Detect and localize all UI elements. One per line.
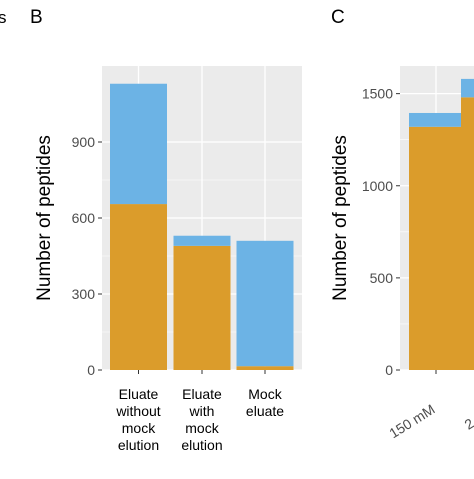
panel-label: B: [30, 7, 43, 28]
cropped-panel-fragment: s: [0, 8, 7, 27]
bar-bottom-segment: [173, 245, 231, 370]
x-tick-label: Mock eluate: [246, 386, 284, 419]
x-tick-label-line: without: [115, 403, 160, 419]
y-tick-label: 600: [72, 210, 96, 226]
bar-top-segment: [409, 112, 463, 127]
x-tick-label-line: mock: [185, 420, 219, 436]
x-tick-label-line: mock: [122, 420, 156, 436]
bar-top-segment: [236, 240, 294, 367]
panel-label: C: [331, 7, 345, 28]
x-tick-label-line: elution: [118, 437, 159, 453]
y-tick-label: 0: [385, 362, 393, 378]
bar-bottom-segment: [461, 97, 474, 370]
x-tick-label: 2: [461, 415, 474, 433]
y-axis-title: Number of peptides: [330, 135, 351, 301]
bar-bottom-segment: [409, 126, 463, 370]
bar-top-segment: [461, 78, 474, 98]
bar-top-segment: [110, 83, 167, 205]
x-tick-label-line: Eluate: [119, 386, 159, 402]
x-tick-label: 150 mM: [386, 401, 437, 441]
bar-bottom-segment: [236, 366, 294, 370]
x-tick-label-line: with: [189, 403, 215, 419]
y-tick-label: 1000: [362, 178, 393, 194]
x-tick-label: Eluate with mock elution: [181, 386, 222, 453]
x-tick-label-line: Mock: [248, 386, 282, 402]
x-tick-label-line: elution: [181, 437, 222, 453]
x-tick-label-line: eluate: [246, 403, 284, 419]
x-tick-label: Eluate without mock elution: [115, 386, 160, 453]
panel-c: 0 500 1000 1500 Number of peptides C 150 mM 2: [330, 7, 474, 441]
y-tick-label: 1500: [362, 86, 393, 102]
y-tick-label: 300: [72, 286, 96, 302]
y-tick-label: 900: [72, 134, 96, 150]
bar-top-segment: [173, 235, 231, 246]
bar-bottom-segment: [110, 204, 167, 370]
x-tick-label-line: Eluate: [182, 386, 222, 402]
y-tick-label: 0: [87, 362, 95, 378]
y-tick-label: 500: [370, 270, 394, 286]
y-axis-title: Number of peptides: [34, 135, 55, 301]
